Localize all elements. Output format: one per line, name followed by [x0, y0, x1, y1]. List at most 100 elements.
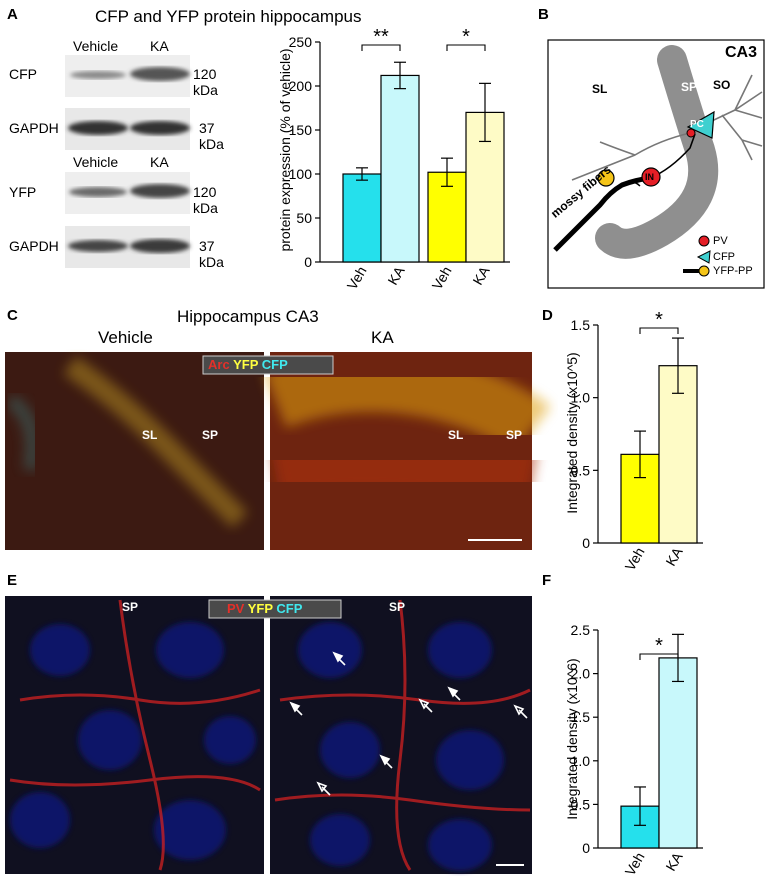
panel-a-title: CFP and YFP protein hippocampus: [95, 7, 362, 26]
blot-row-gapdh2-label: GAPDH: [9, 238, 59, 254]
cell-in-label: IN: [645, 172, 654, 182]
e-ka-cells: [298, 622, 504, 871]
chart-d-ytick-label: 1.0: [571, 390, 591, 406]
blot-bottom-ka-label: KA: [150, 154, 169, 170]
c-ka-sl-label: SL: [448, 428, 464, 442]
chart-f-ytick-label: 2.5: [571, 622, 591, 638]
panel-label-d: D: [542, 307, 553, 324]
pc-dendrites-right: [696, 74, 763, 161]
pc-dendrites-left: [571, 132, 691, 181]
legend-cfp-label: CFP: [713, 251, 735, 263]
chart-f-ytick-label: 1.0: [571, 753, 591, 769]
chart-d-ytick-label: 1.5: [571, 317, 591, 333]
blot-top-ka-label: KA: [150, 38, 169, 54]
blot-bottom-vehicle-label: Vehicle: [73, 154, 119, 170]
chart-a-bar: [342, 173, 382, 263]
chart-f-ytick-label: 1.5: [571, 709, 591, 725]
in-cell-shape: [641, 167, 661, 187]
chart-a-sig-bracket: [446, 44, 486, 51]
stain-legend-c: Arc YFP CFP: [208, 357, 288, 372]
panel-c-vehicle-label: Vehicle: [98, 328, 153, 347]
e-vehicle-cells: [10, 622, 256, 860]
chart-a-sig-marker: **: [373, 26, 389, 48]
stain-e-cfp: CFP: [276, 601, 303, 616]
blot-row-yfp-kda: 120 kDa: [193, 184, 218, 216]
chart-a-bar: [380, 74, 420, 263]
panel-label-b: B: [538, 6, 549, 23]
legend-pv-label: PV: [713, 235, 728, 247]
chart-f-bar: [658, 657, 698, 849]
sp-band-shape: [595, 45, 719, 259]
ka-yfp-band: [263, 352, 551, 455]
chart-a-ytick-label: 100: [289, 166, 313, 182]
micrograph-c-vehicle: [5, 352, 264, 550]
e-pv-network: [9, 599, 531, 871]
mossy-fiber-line: [553, 175, 651, 252]
panel-label-f: F: [542, 572, 552, 589]
mossy-fiber-branch: [619, 181, 641, 187]
chart-a-ytick-label: 250: [289, 34, 313, 50]
e-vehicle-sp-label: SP: [122, 600, 139, 614]
blot-row-yfp-label: YFP: [9, 184, 37, 200]
chart-a-ytick-label: 50: [296, 210, 312, 226]
panel-label-c: C: [7, 307, 18, 324]
legend-pv-marker: [698, 235, 710, 247]
vehicle-cfp-haze: [5, 394, 40, 472]
chart-d-ytick-label: 0.5: [571, 462, 591, 478]
stain-c-arc: Arc: [208, 357, 230, 372]
blot-top-vehicle-label: Vehicle: [73, 38, 119, 54]
chart-a-sig-marker: *: [462, 26, 470, 48]
chart-f-ylabel: Integrated density (x10^6): [564, 658, 580, 819]
chart-d-ylabel: Integrated density (x10^5): [564, 352, 580, 513]
chart-f-ytick-label: 2.0: [571, 666, 591, 682]
pv-bouton-shape: [686, 128, 696, 138]
c-ka-sp-label: SP: [506, 428, 523, 442]
stain-e-pv: PV: [227, 601, 245, 616]
chart-f-category-label: KA: [662, 849, 686, 874]
region-ca3-label: CA3: [725, 44, 758, 61]
ka-red-band: [269, 432, 538, 510]
blot-row-gapdh2-kda: 37 kDa: [199, 238, 224, 270]
chart-f-ytick-label: 0.5: [571, 796, 591, 812]
chart-d-bar: [658, 365, 698, 544]
stain-c-cfp: CFP: [261, 357, 288, 372]
stain-c-yfp: YFP: [233, 357, 259, 372]
layer-sl-label: SL: [592, 82, 608, 96]
chart-a-ylabel: protein expression (% of vehicle): [277, 48, 293, 251]
vehicle-yfp-band: [63, 355, 248, 528]
chart-d-sig-marker: *: [655, 309, 663, 331]
chart-f-sig-marker: *: [655, 635, 663, 657]
pc-cell-shape: [686, 110, 715, 139]
e-ka-sp-label: SP: [389, 600, 406, 614]
chart-d-ytick-label: 0: [582, 535, 590, 551]
stain-legend-e: PV YFP CFP: [227, 601, 302, 616]
chart-a-ytick-label: 200: [289, 78, 313, 94]
c-vehicle-sl-label: SL: [142, 428, 158, 442]
chart-a-bar: [427, 171, 467, 263]
blot-row-cfp-kda: 120 kDa: [193, 66, 218, 98]
cell-pc-label: PC: [690, 119, 704, 130]
panel-label-e: E: [7, 572, 18, 589]
panel-c-title: Hippocampus CA3: [177, 307, 319, 326]
chart-a-ytick-label: 0: [304, 254, 312, 270]
chart-f-sig-bracket: [639, 653, 679, 660]
e-open-arrows: [316, 698, 528, 796]
e-arrows: [289, 651, 461, 769]
chart-a-sig-bracket: [361, 44, 401, 51]
legend-cfp-marker: [696, 250, 711, 264]
layer-sp-label: SP: [681, 80, 698, 94]
layer-so-label: SO: [713, 78, 731, 92]
chart-a-ytick-label: 150: [289, 122, 313, 138]
chart-d-sig-bracket: [639, 327, 679, 334]
blot-row-gapdh-label: GAPDH: [9, 120, 59, 136]
yfp-bouton-shape: [597, 169, 615, 187]
stain-legend-c-box: [202, 355, 334, 375]
chart-f-ytick-label: 0: [582, 840, 590, 856]
panel-label-a: A: [7, 6, 18, 23]
